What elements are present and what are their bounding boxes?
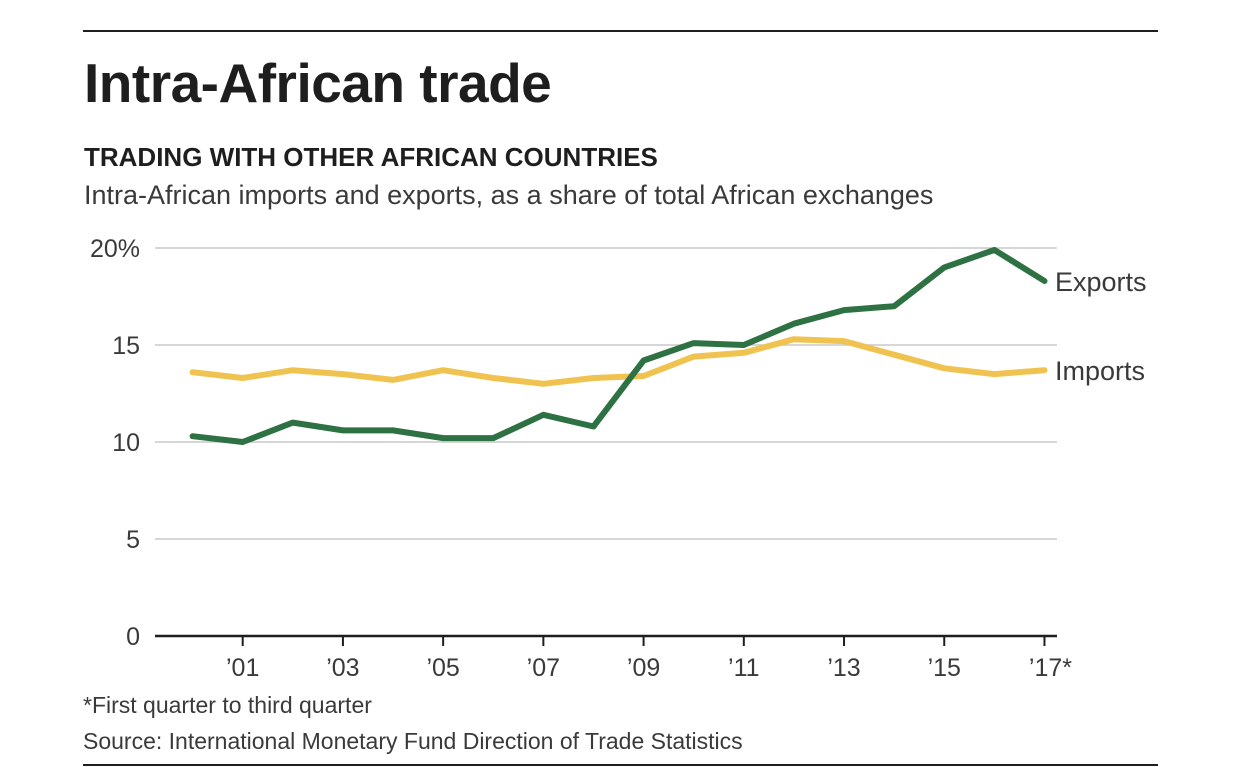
series-line-imports [189, 336, 1048, 387]
chart-subtitle: TRADING WITH OTHER AFRICAN COUNTRIES [84, 142, 658, 172]
series-labels: Exports Imports [1055, 267, 1147, 386]
chart-title: Intra-African trade [84, 52, 552, 114]
x-tick-label: ’17* [1029, 654, 1072, 682]
x-tick-label: ’13 [827, 654, 860, 682]
y-tick-label: 15 [112, 332, 140, 360]
x-tick-label: ’05 [426, 654, 459, 682]
bottom-rule [83, 764, 1158, 766]
x-axis: ’01 ’03 ’05 ’07 ’09 ’11 ’13 ’15 ’17* [155, 634, 1072, 682]
footnote: *First quarter to third quarter [83, 692, 372, 718]
y-tick-label: 0 [126, 623, 140, 651]
x-tick-label: ’15 [928, 654, 961, 682]
x-tick-label: ’11 [728, 654, 760, 682]
y-tick-label: 20% [90, 235, 140, 263]
top-rule [83, 30, 1158, 32]
x-tick-label: ’01 [226, 654, 259, 682]
series-lines [189, 246, 1048, 445]
series-line-exports [189, 246, 1048, 445]
x-tick-label: ’07 [527, 654, 560, 682]
chart-description: Intra-African imports and exports, as a … [84, 180, 934, 210]
x-tick-label: ’09 [627, 654, 660, 682]
gridlines [155, 247, 1057, 540]
source-note: Source: International Monetary Fund Dire… [83, 728, 743, 754]
y-tick-labels: 0 5 10 15 20% [90, 235, 140, 651]
y-tick-label: 5 [126, 526, 140, 554]
series-label-exports: Exports [1055, 267, 1147, 297]
series-label-imports: Imports [1055, 356, 1145, 386]
y-tick-label: 10 [112, 429, 140, 457]
x-tick-label: ’03 [326, 654, 359, 682]
